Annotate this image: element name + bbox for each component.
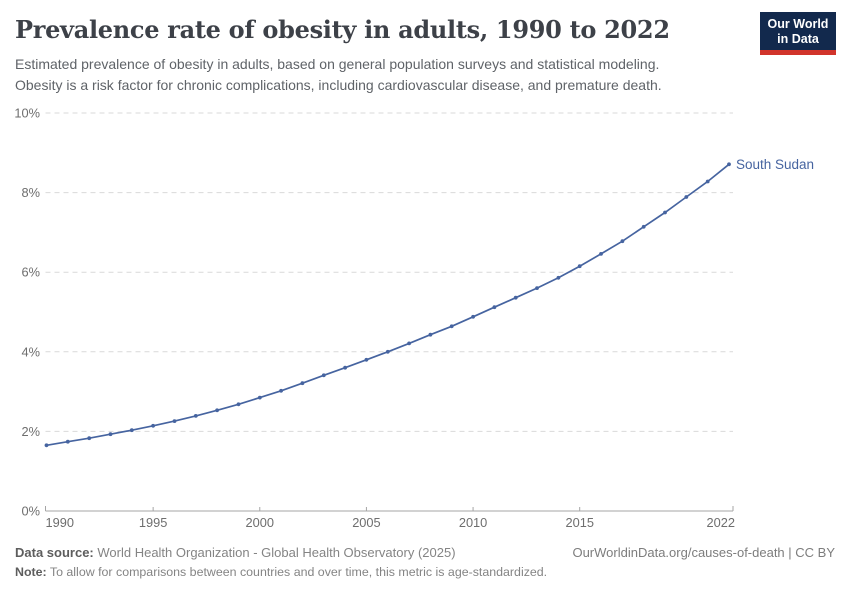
data-point[interactable] — [535, 286, 539, 290]
data-source-label: Data source: — [15, 545, 94, 560]
owid-logo-line-2: in Data — [777, 31, 819, 46]
data-point[interactable] — [556, 275, 561, 280]
data-point[interactable] — [727, 162, 731, 167]
y-tick-label: 2% — [22, 424, 41, 439]
x-tick-label: 2005 — [352, 515, 380, 530]
data-point[interactable] — [449, 324, 454, 329]
y-tick-label: 4% — [22, 344, 41, 359]
data-point[interactable] — [236, 402, 241, 407]
data-point[interactable] — [129, 428, 134, 433]
owid-logo-line-1: Our World — [767, 17, 829, 31]
data-point[interactable] — [193, 414, 198, 418]
x-tick-label: 2022 — [707, 515, 735, 530]
y-tick-label: 0% — [22, 504, 41, 519]
page-title: Prevalence rate of obesity in adults, 19… — [15, 15, 670, 44]
data-point[interactable] — [172, 419, 177, 423]
series-end-label[interactable]: South Sudan — [736, 157, 814, 172]
owid-logo[interactable]: Our World in Data — [760, 12, 836, 55]
subtitle-line-1: Estimated prevalence of obesity in adult… — [15, 56, 660, 72]
x-tick-label: 2010 — [459, 515, 487, 530]
data-source: Data source: World Health Organization -… — [15, 545, 456, 560]
data-point[interactable] — [705, 179, 710, 184]
data-point[interactable] — [620, 239, 625, 244]
x-tick-label: 2000 — [246, 515, 274, 530]
data-point[interactable] — [663, 210, 667, 215]
data-point[interactable] — [44, 443, 49, 448]
data-point[interactable] — [215, 408, 220, 413]
y-tick-label: 6% — [22, 265, 41, 280]
data-point[interactable] — [428, 332, 433, 337]
note-text: To allow for comparisons between countri… — [49, 565, 548, 579]
data-point[interactable] — [321, 373, 326, 378]
x-tick-label: 2015 — [565, 515, 593, 530]
data-point[interactable] — [343, 365, 347, 370]
data-point[interactable] — [279, 388, 283, 393]
x-tick-label: 1995 — [139, 515, 167, 530]
data-point[interactable] — [364, 357, 369, 362]
data-point[interactable] — [257, 395, 262, 400]
attribution-link[interactable]: OurWorldinData.org/causes-of-death | CC … — [572, 545, 835, 560]
data-point[interactable] — [151, 423, 156, 428]
data-point[interactable] — [407, 341, 411, 346]
y-tick-label: 8% — [22, 185, 41, 200]
data-point[interactable] — [108, 432, 113, 437]
data-line-south-sudan[interactable] — [46, 163, 730, 447]
chart-subtitle: Estimated prevalence of obesity in adult… — [15, 54, 662, 95]
data-point[interactable] — [513, 295, 518, 300]
data-point[interactable] — [65, 439, 70, 444]
data-point[interactable] — [87, 436, 92, 441]
y-tick-label: 10% — [14, 106, 40, 121]
data-point[interactable] — [641, 224, 646, 229]
data-source-text: World Health Organization - Global Healt… — [97, 545, 456, 560]
data-point[interactable] — [300, 381, 305, 386]
data-point[interactable] — [492, 305, 497, 310]
subtitle-line-2: Obesity is a risk factor for chronic com… — [15, 76, 662, 93]
data-point[interactable] — [471, 314, 475, 319]
data-point[interactable] — [577, 264, 582, 269]
x-tick-label: 1990 — [46, 515, 74, 530]
data-point[interactable] — [385, 349, 390, 354]
note-label: Note: — [15, 565, 47, 579]
note: Note: To allow for comparisons between c… — [15, 565, 835, 579]
data-point[interactable] — [599, 252, 603, 256]
chart-footer: Data source: World Health Organization -… — [15, 545, 835, 579]
data-point[interactable] — [684, 195, 689, 199]
